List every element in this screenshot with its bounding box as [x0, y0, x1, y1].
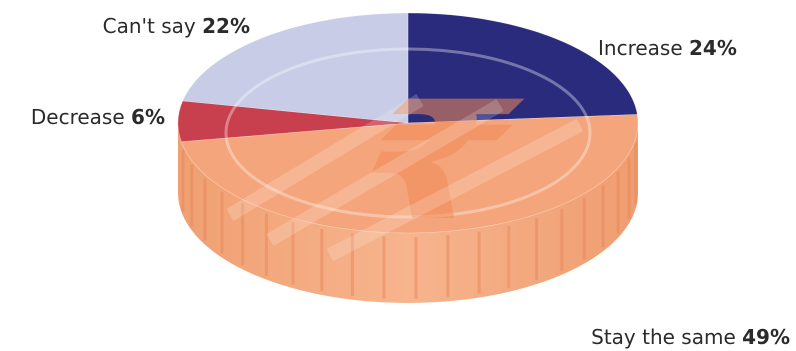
coin-side	[178, 123, 638, 303]
coin-shine	[266, 98, 504, 247]
coin-inner-rim	[224, 47, 592, 219]
pie-slice-can-t-say	[182, 12, 409, 124]
slice-label-stay-the-same: Stay the same 49%	[591, 325, 790, 349]
slice-label-can-t-say: Can't say 22%	[103, 14, 250, 38]
pie-slice-stay-the-same	[180, 114, 639, 234]
slice-label-decrease: Decrease 6%	[31, 105, 165, 129]
slice-label-text: Can't say	[103, 14, 202, 38]
pie-slice-decrease	[177, 100, 409, 143]
slice-label-text: Decrease	[31, 105, 131, 129]
coin-shine	[226, 94, 424, 221]
slice-label-text: Stay the same	[591, 325, 742, 349]
slice-label-value: 6%	[131, 105, 165, 129]
slice-label-value: 22%	[202, 14, 250, 38]
slice-label-increase: Increase 24%	[598, 36, 737, 60]
pie-slice-increase	[407, 12, 638, 124]
slice-label-value: 24%	[689, 36, 737, 60]
slice-labels: Increase 24% Stay the same 49% Decrease 6%…	[31, 14, 790, 349]
slice-label-text: Increase	[598, 36, 689, 60]
coin-shine	[326, 118, 584, 262]
pie-slices	[177, 12, 639, 234]
slice-label-value: 49%	[742, 325, 790, 349]
